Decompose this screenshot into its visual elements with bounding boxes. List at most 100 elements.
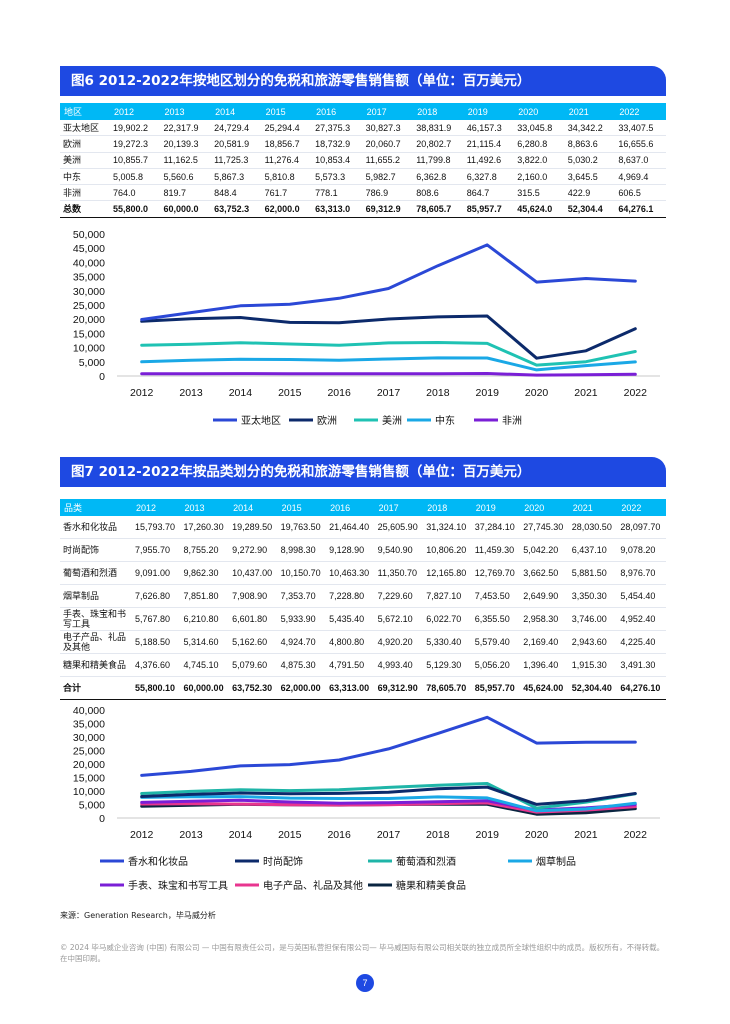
figure7-col-header: 2022 xyxy=(617,499,666,516)
legend-label: 非洲 xyxy=(502,415,522,427)
table-cell: 20,139.3 xyxy=(160,135,212,153)
table-cell: 819.7 xyxy=(160,184,212,202)
x-tick-label: 2012 xyxy=(130,387,154,399)
figure6-table-header: 地区 2012 2013 2014 2015 2016 2017 2018 2019 2020 20… xyxy=(60,103,666,120)
table-cell: 4,376.60 xyxy=(132,653,181,677)
table-cell: 34,342.2 xyxy=(564,120,616,137)
figure6-col-header: 2022 xyxy=(615,103,666,120)
table-row: 手表、珠宝和书写工具 5,767.80 6,210.80 6,601.80 5,933.… xyxy=(60,607,666,631)
legend-label: 糖果和精美食品 xyxy=(396,879,466,892)
table-cell: 19,272.3 xyxy=(110,135,161,153)
figure6-col-header: 2012 xyxy=(110,103,161,120)
series-line xyxy=(140,341,637,367)
x-tick-label: 2014 xyxy=(229,387,253,399)
y-tick-label: 15,000 xyxy=(73,328,105,340)
x-tick-label: 2019 xyxy=(476,829,500,841)
table-cell: 8,863.6 xyxy=(564,135,616,153)
table-cell: 7,851.80 xyxy=(180,584,230,608)
table-row: 欧洲 19,272.3 20,139.3 20,581.9 18,856.7 18,732… xyxy=(60,135,666,153)
figure7-col-header: 2012 xyxy=(132,499,181,516)
table-cell: 9,091.00 xyxy=(132,561,181,585)
table-cell: 17,260.30 xyxy=(180,516,230,539)
x-tick-label: 2015 xyxy=(278,387,302,399)
table-cell: 2,943.60 xyxy=(568,630,618,654)
y-tick-label: 40,000 xyxy=(73,257,105,269)
x-tick-label: 2017 xyxy=(377,387,401,399)
y-tick-label: 20,000 xyxy=(73,759,105,771)
row-label: 欧洲 xyxy=(60,135,110,153)
x-tick-label: 2022 xyxy=(624,829,648,841)
figure7-col-header: 2014 xyxy=(229,499,278,516)
table-cell: 8,755.20 xyxy=(180,538,230,562)
table-cell: 1,915.30 xyxy=(568,653,618,677)
figure7-col-header: 2020 xyxy=(520,499,569,516)
y-tick-label: 35,000 xyxy=(73,719,105,731)
series-line xyxy=(140,795,637,813)
table-cell: 62,000.00 xyxy=(277,676,327,700)
table-cell: 7,228.80 xyxy=(326,584,375,608)
x-tick-label: 2017 xyxy=(377,829,401,841)
x-tick-label: 2013 xyxy=(179,829,203,841)
table-cell: 30,827.3 xyxy=(362,120,414,137)
row-label: 美洲 xyxy=(60,152,110,169)
table-cell: 5,188.50 xyxy=(132,630,181,654)
x-tick-label: 2014 xyxy=(229,829,253,841)
table-cell: 25,605.90 xyxy=(374,516,424,539)
table-cell: 24,729.4 xyxy=(211,120,262,137)
legend-label: 时尚配饰 xyxy=(263,855,303,868)
figure6-col-header: 2020 xyxy=(514,103,565,120)
source-note: 来源：Generation Research，毕马威分析 xyxy=(60,911,216,920)
table-cell: 63,752.30 xyxy=(229,676,278,700)
y-tick-label: 10,000 xyxy=(73,343,105,355)
x-tick-label: 2018 xyxy=(426,829,450,841)
table-cell: 7,827.10 xyxy=(423,584,472,608)
table-cell: 2,649.90 xyxy=(520,584,569,608)
table-cell: 5,435.40 xyxy=(326,607,375,631)
table-cell: 55,800.0 xyxy=(110,200,161,218)
table-row: 美洲 10,855.7 11,162.5 11,725.3 11,276.4 10,853… xyxy=(60,152,666,169)
y-tick-label: 10,000 xyxy=(73,786,105,798)
x-tick-label: 2020 xyxy=(525,829,549,841)
x-tick-label: 2022 xyxy=(624,387,648,399)
table-cell: 18,732.9 xyxy=(312,135,363,153)
row-label: 非洲 xyxy=(60,184,110,202)
row-label: 糖果和精美食品 xyxy=(60,653,132,677)
total-row: 合计 55,800.10 60,000.00 63,752.30 62,000.00 63… xyxy=(60,676,666,700)
table-cell: 764.0 xyxy=(110,184,161,202)
table-cell: 8,976.70 xyxy=(617,561,666,585)
series-line xyxy=(140,782,637,810)
table-cell: 6,022.70 xyxy=(423,607,472,631)
table-cell: 3,662.50 xyxy=(520,561,569,585)
figure7-col-header: 2013 xyxy=(180,499,230,516)
legend-label: 中东 xyxy=(435,414,455,427)
table-cell: 606.5 xyxy=(615,184,666,202)
table-cell: 11,162.5 xyxy=(160,152,212,169)
table-row: 香水和化妆品 15,793.70 17,260.30 19,289.50 19,763.… xyxy=(60,516,666,539)
table-cell: 11,276.4 xyxy=(261,152,313,169)
table-cell: 4,875.30 xyxy=(277,653,327,677)
table-cell: 7,353.70 xyxy=(277,584,327,608)
table-cell: 5,767.80 xyxy=(132,607,181,631)
table-cell: 52,304.4 xyxy=(564,200,616,218)
legend-label: 烟草制品 xyxy=(536,855,576,868)
table-cell: 4,924.70 xyxy=(277,630,327,654)
table-cell: 12,165.80 xyxy=(423,561,472,585)
row-label: 烟草制品 xyxy=(60,584,132,608)
table-cell: 28,030.50 xyxy=(568,516,618,539)
table-cell: 6,210.80 xyxy=(180,607,230,631)
table-cell: 7,626.80 xyxy=(132,584,181,608)
table-cell: 63,313.0 xyxy=(312,200,363,218)
x-tick-label: 2021 xyxy=(574,829,598,841)
y-tick-label: 0 xyxy=(99,813,105,825)
table-cell: 3,491.30 xyxy=(617,653,666,677)
table-row: 中东 5,005.8 5,560.6 5,867.3 5,810.8 5,573.3 5,9… xyxy=(60,168,666,186)
table-cell: 1,396.40 xyxy=(520,653,569,677)
figure7-table: 品类 2012 2013 2014 2015 2016 2017 2018 2019 2020 20… xyxy=(60,499,666,700)
copyright-footer: © 2024 毕马威企业咨询 (中国) 有限公司 — 中国有限责任公司，是与英国… xyxy=(60,943,665,963)
table-cell: 5,933.90 xyxy=(277,607,327,631)
table-cell: 5,982.7 xyxy=(362,168,414,186)
table-cell: 11,350.70 xyxy=(374,561,424,585)
table-cell: 22,317.9 xyxy=(160,120,212,137)
series-line xyxy=(140,314,637,360)
figure6-col-header: 2015 xyxy=(261,103,313,120)
